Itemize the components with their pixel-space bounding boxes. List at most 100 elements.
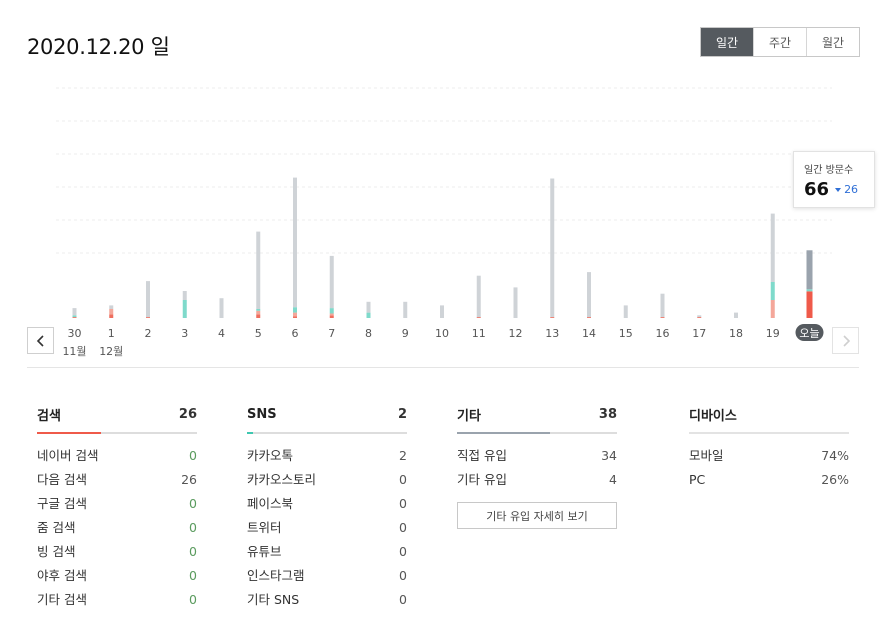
row-label: 다음 검색 (37, 472, 87, 487)
x-tick-label: 4 (218, 327, 225, 340)
row-label: 인스타그램 (247, 568, 305, 583)
chart-bar-segment (146, 317, 150, 318)
chart-bar-segment (109, 305, 114, 309)
x-tick-label: 18 (729, 327, 743, 340)
row-value: 0 (399, 592, 407, 607)
sns-stats: SNS 2 카카오톡 2 카카오스토리 0 페이스북 0 트위터 0 유튜브 0 인스타그… (247, 404, 407, 612)
list-item: 구글 검색 0 (37, 492, 197, 516)
chart-bar-segment (587, 317, 591, 318)
row-label: 직접 유입 (457, 448, 507, 463)
x-tick-label: 13 (545, 327, 559, 340)
search-share-fill (37, 432, 101, 434)
chart-bar-segment (476, 275, 481, 318)
row-label: 네이버 검색 (37, 448, 99, 463)
sns-share-bar (247, 432, 407, 434)
other-stats-title: 기타 (457, 408, 481, 424)
row-value: 0 (189, 448, 197, 463)
today-badge (795, 324, 824, 341)
x-tick-label: 12 (509, 327, 523, 340)
chart-bar-segment (550, 178, 555, 318)
prev-period-button[interactable] (27, 327, 54, 354)
other-stats-header: 기타 38 (457, 404, 617, 424)
down-arrow-icon (835, 187, 842, 192)
chart-bar-segment (219, 298, 224, 318)
list-item: 네이버 검색 0 (37, 444, 197, 468)
x-tick-label: 16 (656, 327, 670, 340)
list-item: 기타 검색 0 (37, 588, 197, 612)
list-item: 페이스북 0 (247, 492, 407, 516)
list-item: 기타 SNS 0 (247, 588, 407, 612)
x-tick-label: 2 (145, 327, 152, 340)
today-bar-segment (806, 289, 813, 292)
device-divider (689, 432, 849, 434)
chart-bar-segment (72, 315, 77, 318)
x-tick-label: 17 (692, 327, 706, 340)
row-value: 0 (189, 496, 197, 511)
list-item: 기타 유입 4 (457, 468, 617, 492)
row-value: 34 (601, 448, 617, 463)
x-tick-label: 11 (472, 327, 486, 340)
x-tick-label: 7 (328, 327, 335, 340)
row-label: 트위터 (247, 520, 282, 535)
chart-bar-segment (550, 317, 555, 318)
search-share-bar (37, 432, 197, 434)
chart-bar-segment (587, 272, 591, 318)
chart-bar-segment (256, 314, 261, 318)
search-stats-total: 26 (178, 406, 197, 422)
chart-bar-segment (366, 312, 371, 318)
chart-bar-segment (256, 310, 261, 315)
chart-bar-segment (329, 308, 334, 314)
chart-bar-segment (72, 317, 77, 318)
other-stats-list: 직접 유입 34 기타 유입 4 (457, 444, 617, 492)
x-tick-label: 10 (435, 327, 449, 340)
other-stats: 기타 38 직접 유입 34 기타 유입 4 기타 유입 자세히 보기 (457, 404, 617, 529)
list-item: 다음 검색 26 (37, 468, 197, 492)
x-tick-label: 15 (619, 327, 633, 340)
chart-bar-segment (440, 305, 444, 318)
chart-bar-segment (256, 231, 261, 309)
row-value: 0 (399, 544, 407, 559)
row-value: 0 (399, 520, 407, 535)
device-stats-header: 디바이스 (689, 404, 849, 424)
row-value: 2 (399, 448, 407, 463)
tooltip-change: 26 (835, 183, 858, 196)
chart-bar-segment (513, 287, 518, 318)
x-tick-label: 3 (181, 327, 188, 340)
chart-bar-segment (329, 313, 334, 316)
tab-monthly[interactable]: 월간 (807, 28, 859, 56)
chart-bar-segment (182, 300, 187, 318)
tab-daily[interactable]: 일간 (701, 28, 754, 56)
list-item: 카카오스토리 0 (247, 468, 407, 492)
row-value: 4 (609, 472, 617, 487)
chart-bar-segment (770, 213, 775, 282)
section-divider (27, 367, 859, 368)
row-value: 0 (189, 520, 197, 535)
today-bar-segment (806, 250, 813, 290)
tab-weekly[interactable]: 주간 (754, 28, 807, 56)
search-stats-list: 네이버 검색 0 다음 검색 26 구글 검색 0 줌 검색 0 빙 검색 0 야후 검색… (37, 444, 197, 612)
sns-stats-list: 카카오톡 2 카카오스토리 0 페이스북 0 트위터 0 유튜브 0 인스타그램 0 기타 … (247, 444, 407, 612)
daily-visits-tooltip: 일간 방문수 66 26 (793, 151, 875, 208)
chevron-right-icon (842, 334, 850, 347)
chart-bar-segment (293, 307, 297, 313)
chart-bar-segment (72, 308, 77, 316)
other-detail-button[interactable]: 기타 유입 자세히 보기 (457, 502, 617, 529)
chevron-left-icon (36, 334, 44, 347)
device-stats-title: 디바이스 (689, 408, 737, 424)
list-item: 유튜브 0 (247, 540, 407, 564)
x-tick-label: 1 (108, 327, 115, 340)
row-label: 카카오톡 (247, 448, 294, 463)
next-period-button[interactable] (832, 327, 859, 354)
row-label: 페이스북 (247, 496, 294, 511)
chart-bar-segment (660, 317, 665, 318)
month-label: 11월 (62, 345, 86, 358)
list-item: 모바일 74% (689, 444, 849, 468)
row-value: 26 (181, 472, 197, 487)
chart-bar-segment (734, 312, 738, 318)
device-stats: 디바이스 모바일 74% PC 26% (689, 404, 849, 492)
x-tick-label: 5 (255, 327, 262, 340)
row-label: 줌 검색 (37, 520, 76, 535)
row-label: 기타 SNS (247, 592, 300, 607)
chart-bar-segment (109, 314, 114, 318)
